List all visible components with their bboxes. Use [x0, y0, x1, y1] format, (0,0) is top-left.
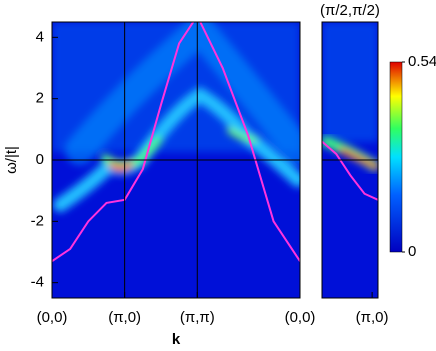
- plot-frame: [321, 21, 379, 299]
- colorbar-tick-label: 0: [408, 243, 416, 260]
- curve-group: [52, 22, 300, 263]
- y-axis-label: ω/|t|: [3, 146, 20, 174]
- y-tick-label: 4: [36, 28, 44, 45]
- panel-title: (π/2,π/2): [320, 2, 380, 19]
- colorbar: [390, 62, 402, 252]
- x-axis-label: k: [172, 331, 181, 348]
- plot-frame: [51, 21, 301, 299]
- x-tick-label: (π,0): [108, 309, 141, 326]
- colorbar-frame: [389, 61, 403, 253]
- x-tick-label: (π,0): [356, 309, 389, 326]
- x-tick-label: (π,π): [180, 309, 215, 326]
- y-tick-label: 2: [36, 90, 44, 107]
- x-tick-label: (0,0): [37, 309, 68, 326]
- y-tick-label: -4: [31, 274, 44, 291]
- y-tick-label: -2: [31, 212, 44, 229]
- dispersion-curve: [322, 140, 378, 201]
- y-tick-label: 0: [36, 151, 44, 168]
- colorbar-tick-label: 0.54: [408, 53, 436, 70]
- dispersion-curve: [52, 22, 300, 263]
- curve-group: [322, 140, 378, 201]
- x-tick-label: (0,0): [285, 309, 316, 326]
